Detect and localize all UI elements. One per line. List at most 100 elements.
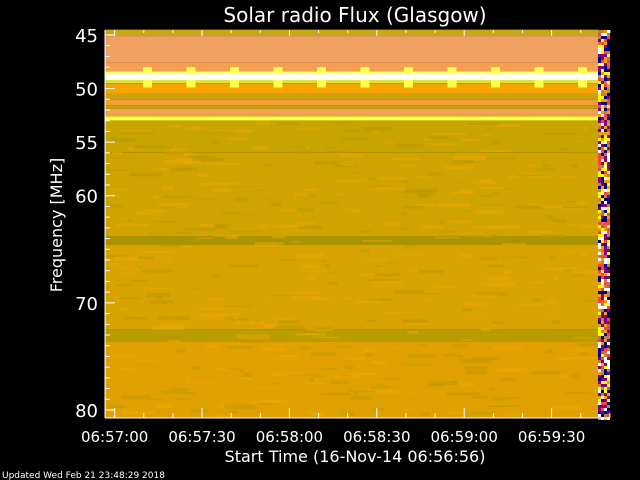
noise-column-cell — [604, 30, 607, 33]
noise-column-cell — [601, 45, 604, 48]
noise-column-cell — [607, 264, 610, 267]
noise-column-cell — [598, 81, 601, 84]
noise-patch — [416, 194, 428, 199]
noise-patch — [459, 253, 474, 258]
noise-column-cell — [604, 264, 607, 267]
noise-patch — [548, 300, 558, 304]
frequency-band — [105, 79, 598, 84]
noise-column-cell — [604, 168, 607, 171]
noise-patch — [344, 357, 366, 360]
noise-patch — [262, 164, 271, 167]
noise-column-cell — [598, 168, 601, 171]
noise-patch — [473, 210, 504, 215]
noise-column-cell — [607, 30, 610, 33]
noise-patch — [304, 381, 324, 385]
noise-patch — [515, 205, 545, 209]
noise-column-cell — [598, 108, 601, 111]
noise-column-cell — [604, 186, 607, 189]
noise-patch — [463, 411, 495, 415]
noise-column-cell — [598, 246, 601, 249]
footer-updated: Updated Wed Feb 21 23:48:29 2018 — [2, 471, 165, 480]
noise-patch — [583, 299, 604, 302]
noise-patch — [176, 349, 186, 353]
noise-patch — [433, 133, 468, 136]
noise-column-cell — [601, 135, 604, 138]
noise-patch — [108, 188, 132, 191]
noise-column-cell — [604, 390, 607, 393]
noise-patch — [427, 143, 461, 146]
noise-column-cell — [604, 162, 607, 165]
noise-patch — [221, 162, 242, 165]
noise-patch — [112, 157, 141, 159]
noise-patch — [448, 220, 472, 224]
noise-patch — [299, 151, 311, 154]
noise-column-cell — [607, 102, 610, 105]
noise-patch — [370, 130, 379, 134]
noise-column-cell — [598, 342, 601, 345]
noise-column-cell — [601, 126, 604, 129]
noise-column-cell — [598, 111, 601, 114]
noise-column-cell — [598, 207, 601, 210]
noise-column-cell — [598, 60, 601, 63]
noise-column-cell — [604, 243, 607, 246]
noise-column-cell — [598, 84, 601, 87]
noise-column-cell — [607, 285, 610, 288]
noise-column-cell — [601, 246, 604, 249]
noise-patch — [503, 237, 513, 240]
noise-column-cell — [601, 399, 604, 402]
noise-patch — [403, 245, 416, 248]
noise-column-cell — [598, 396, 601, 399]
noise-column-cell — [607, 318, 610, 321]
noise-column-cell — [604, 57, 607, 60]
noise-column-cell — [607, 225, 610, 228]
noise-patch — [531, 281, 543, 284]
noise-column-cell — [607, 210, 610, 213]
noise-patch — [207, 297, 224, 301]
noise-column-cell — [607, 60, 610, 63]
noise-patch — [235, 197, 247, 202]
noise-patch — [223, 182, 240, 185]
noise-column-cell — [604, 180, 607, 183]
noise-column-cell — [598, 96, 601, 99]
noise-column-cell — [607, 333, 610, 336]
noise-patch — [150, 168, 173, 171]
noise-column-cell — [601, 330, 604, 333]
noise-column-cell — [607, 372, 610, 375]
frequency-band — [105, 329, 598, 342]
noise-column-cell — [604, 144, 607, 147]
noise-column-cell — [604, 414, 607, 417]
noise-column-cell — [607, 354, 610, 357]
noise-patch — [285, 229, 305, 232]
noise-column-cell — [604, 42, 607, 45]
noise-patch — [217, 399, 245, 401]
noise-patch — [444, 353, 458, 357]
frequency-band — [105, 341, 598, 418]
noise-column-cell — [607, 171, 610, 174]
noise-column-cell — [607, 399, 610, 402]
noise-column-cell — [607, 198, 610, 201]
noise-column-cell — [601, 348, 604, 351]
noise-column-cell — [604, 153, 607, 156]
noise-column-cell — [607, 339, 610, 342]
noise-column-cell — [604, 258, 607, 261]
noise-patch — [345, 137, 353, 139]
noise-column-cell — [598, 393, 601, 396]
noise-column-cell — [604, 204, 607, 207]
noise-patch — [566, 329, 589, 332]
noise-column-cell — [601, 42, 604, 45]
noise-column-cell — [607, 231, 610, 234]
frequency-band — [105, 62, 598, 72]
noise-patch — [229, 264, 259, 268]
noise-patch — [496, 262, 507, 264]
noise-column-cell — [598, 90, 601, 93]
noise-column-cell — [607, 288, 610, 291]
noise-column-cell — [607, 228, 610, 231]
noise-column-cell — [601, 345, 604, 348]
noise-column-cell — [598, 354, 601, 357]
noise-column-cell — [598, 33, 601, 36]
noise-column-cell — [604, 228, 607, 231]
noise-column-cell — [604, 114, 607, 117]
noise-column-cell — [607, 309, 610, 312]
noise-patch — [387, 262, 395, 265]
noise-column-cell — [601, 297, 604, 300]
